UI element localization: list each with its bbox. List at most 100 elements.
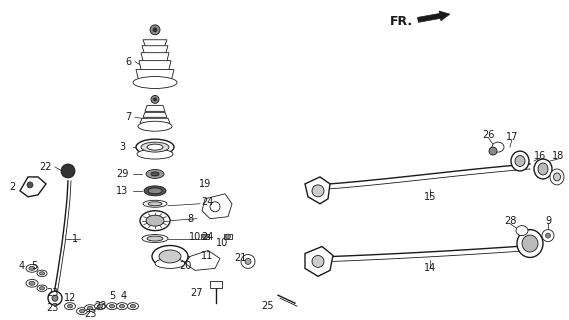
Text: 21: 21 xyxy=(234,253,246,263)
Text: 5: 5 xyxy=(31,261,37,271)
Circle shape xyxy=(546,233,550,238)
Text: 24: 24 xyxy=(201,232,213,242)
Bar xyxy=(210,281,222,288)
Text: FR.: FR. xyxy=(390,15,413,28)
Ellipse shape xyxy=(29,267,35,270)
Text: 8: 8 xyxy=(187,214,193,224)
Text: 7: 7 xyxy=(125,112,131,122)
Ellipse shape xyxy=(39,272,44,275)
Ellipse shape xyxy=(130,304,135,308)
Ellipse shape xyxy=(39,287,44,290)
Circle shape xyxy=(489,147,497,155)
Ellipse shape xyxy=(109,304,114,308)
Text: 1: 1 xyxy=(72,234,78,244)
Text: 16: 16 xyxy=(534,151,546,161)
Ellipse shape xyxy=(37,285,47,292)
Ellipse shape xyxy=(147,144,163,150)
Circle shape xyxy=(154,98,156,101)
Ellipse shape xyxy=(550,169,564,185)
Text: 5: 5 xyxy=(109,291,115,301)
Ellipse shape xyxy=(142,235,168,243)
Ellipse shape xyxy=(76,308,88,315)
Text: 12: 12 xyxy=(64,293,76,303)
FancyArrow shape xyxy=(418,11,450,22)
Polygon shape xyxy=(142,46,168,56)
Text: 19: 19 xyxy=(199,179,211,189)
Text: 23: 23 xyxy=(84,309,96,319)
Ellipse shape xyxy=(140,211,170,231)
Polygon shape xyxy=(143,40,167,48)
Text: 17: 17 xyxy=(506,132,518,142)
Ellipse shape xyxy=(522,235,538,252)
Text: 9: 9 xyxy=(545,216,551,226)
Text: 23: 23 xyxy=(94,301,106,311)
Ellipse shape xyxy=(37,270,47,276)
Text: 10: 10 xyxy=(189,232,201,242)
Circle shape xyxy=(27,182,33,188)
Ellipse shape xyxy=(151,172,159,176)
Text: 27: 27 xyxy=(191,288,203,298)
Text: 11: 11 xyxy=(201,252,213,261)
Circle shape xyxy=(210,202,220,212)
Circle shape xyxy=(48,291,62,305)
Ellipse shape xyxy=(492,142,504,152)
Ellipse shape xyxy=(133,76,177,88)
Ellipse shape xyxy=(26,279,38,287)
Ellipse shape xyxy=(554,173,560,181)
Text: 20: 20 xyxy=(179,261,191,271)
Text: 3: 3 xyxy=(119,142,125,152)
Circle shape xyxy=(312,255,324,268)
Ellipse shape xyxy=(148,188,162,194)
Text: 29: 29 xyxy=(116,169,128,179)
Text: 15: 15 xyxy=(424,192,436,202)
Ellipse shape xyxy=(106,303,118,310)
Text: 4: 4 xyxy=(19,261,25,271)
Ellipse shape xyxy=(143,200,167,207)
Polygon shape xyxy=(145,105,165,111)
Circle shape xyxy=(225,234,230,239)
Circle shape xyxy=(150,25,160,35)
Ellipse shape xyxy=(127,303,138,310)
Circle shape xyxy=(61,164,75,178)
Circle shape xyxy=(151,95,159,103)
Ellipse shape xyxy=(517,230,543,258)
Ellipse shape xyxy=(97,304,102,308)
Ellipse shape xyxy=(144,186,166,196)
Polygon shape xyxy=(202,194,232,219)
Ellipse shape xyxy=(146,215,164,226)
Ellipse shape xyxy=(137,149,173,159)
Ellipse shape xyxy=(119,304,125,308)
Ellipse shape xyxy=(136,139,174,155)
Ellipse shape xyxy=(88,307,93,310)
Ellipse shape xyxy=(85,305,96,312)
Ellipse shape xyxy=(511,151,529,171)
Ellipse shape xyxy=(94,303,105,310)
Ellipse shape xyxy=(117,303,127,310)
Text: 26: 26 xyxy=(482,130,494,140)
Circle shape xyxy=(542,230,554,242)
Ellipse shape xyxy=(152,245,188,268)
Polygon shape xyxy=(136,69,174,82)
Text: 23: 23 xyxy=(46,303,58,313)
Text: 2: 2 xyxy=(9,182,15,192)
Polygon shape xyxy=(305,246,333,276)
Ellipse shape xyxy=(159,250,181,263)
Ellipse shape xyxy=(80,309,85,313)
Text: 28: 28 xyxy=(504,216,516,226)
Ellipse shape xyxy=(147,236,163,241)
Text: 18: 18 xyxy=(552,151,564,161)
Ellipse shape xyxy=(64,303,76,310)
Ellipse shape xyxy=(155,259,185,268)
Ellipse shape xyxy=(516,226,528,236)
Text: 25: 25 xyxy=(262,301,274,311)
Bar xyxy=(201,234,209,239)
Ellipse shape xyxy=(141,142,169,152)
Ellipse shape xyxy=(138,121,172,131)
Polygon shape xyxy=(139,60,171,74)
Polygon shape xyxy=(20,177,46,197)
Polygon shape xyxy=(143,112,167,117)
Circle shape xyxy=(245,259,251,264)
Ellipse shape xyxy=(534,159,552,179)
Text: 14: 14 xyxy=(424,263,436,273)
Circle shape xyxy=(312,185,324,197)
